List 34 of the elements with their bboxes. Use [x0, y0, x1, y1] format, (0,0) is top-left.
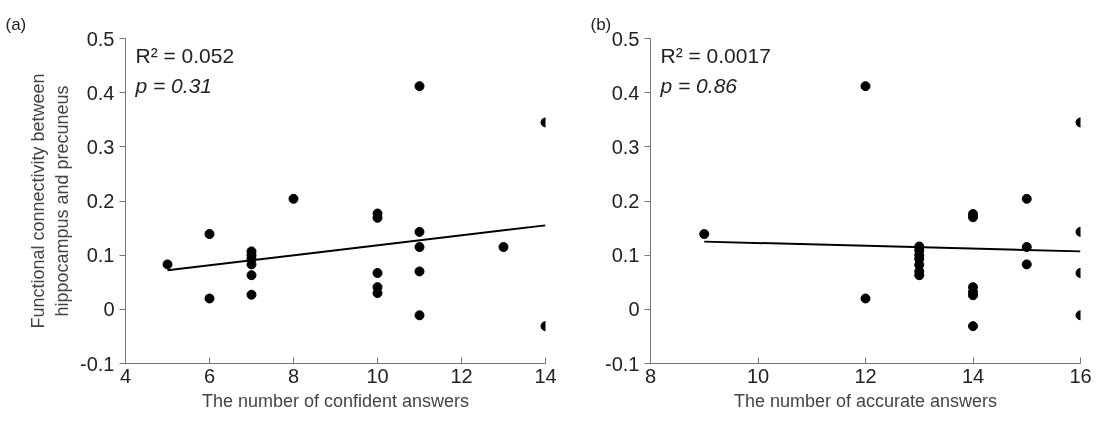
y-tick-label: 0.5: [611, 27, 640, 50]
x-tick-label: 14: [961, 364, 985, 387]
x-tick-label: 10: [746, 364, 770, 387]
annotation: R² = 0.0017: [660, 43, 771, 67]
annotation: p = 0.31: [134, 73, 212, 97]
y-tick-label: 0.4: [86, 81, 115, 104]
x-tick-label: 6: [203, 364, 216, 387]
x-axis-title: The number of accurate answers: [733, 390, 998, 411]
x-tick-label: 12: [854, 364, 877, 387]
y-tick-label: 0.2: [611, 190, 640, 212]
x-tick-label: 12: [450, 364, 473, 387]
x-tick-label: 14: [534, 364, 557, 387]
y-tick-label: 0.1: [611, 244, 640, 267]
annotation: p = 0.86: [659, 73, 738, 97]
x-axis-title: The number of confident answers: [201, 390, 470, 411]
y-tick-label: 0: [628, 298, 640, 321]
y-tick-label: 0.5: [86, 27, 115, 50]
text: (b): [590, 14, 612, 34]
annotation: R² = 0.052: [135, 43, 235, 67]
y-tick-label: 0: [103, 298, 115, 321]
y-tick-label: 0.4: [611, 81, 640, 104]
text: (a): [5, 14, 27, 34]
x-tick-label: 8: [644, 364, 657, 387]
y-tick-label: 0.2: [86, 190, 115, 212]
y-tick-label: -0.1: [605, 352, 640, 375]
x-tick-label: 8: [287, 364, 300, 387]
x-tick-label: 10: [366, 364, 389, 387]
x-tick-label: 16: [1069, 364, 1092, 387]
y-axis-title: Functional connectivity between hippocampus and precuneus: [28, 73, 73, 329]
y-tick-label: 0.1: [86, 244, 115, 267]
y-tick-label: 0.3: [86, 135, 115, 158]
y-tick-label: -0.1: [80, 352, 115, 375]
x-tick-label: 4: [119, 364, 132, 387]
y-tick-label: 0.3: [611, 135, 640, 158]
